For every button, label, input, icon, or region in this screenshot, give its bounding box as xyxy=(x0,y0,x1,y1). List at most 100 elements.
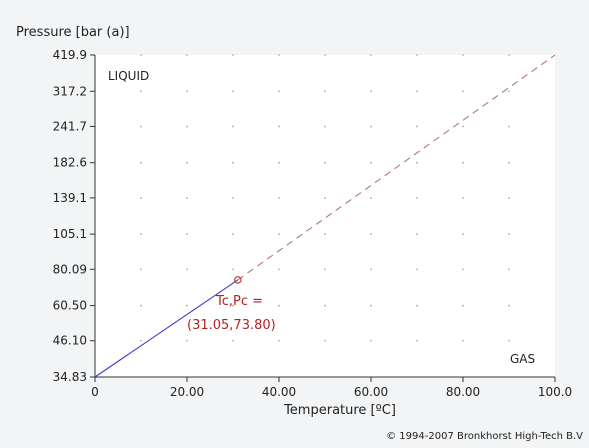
grid-dot xyxy=(278,339,280,342)
grid-dot xyxy=(278,125,280,128)
tick-marks xyxy=(90,54,556,382)
grid-dot xyxy=(232,161,234,164)
grid-dot xyxy=(462,90,464,93)
grid-dot xyxy=(324,161,326,164)
grid-dot xyxy=(416,304,418,307)
grid-dot xyxy=(278,161,280,164)
grid-dot xyxy=(186,304,188,307)
grid-dot xyxy=(232,268,234,271)
grid-dot xyxy=(462,304,464,307)
grid-dot xyxy=(416,268,418,271)
grid-dot xyxy=(416,339,418,342)
y-tick-label: 34.83 xyxy=(53,370,87,384)
grid-dot xyxy=(324,233,326,235)
annotation-critical-label: Tc,Pc = xyxy=(215,294,263,309)
series-line-solid xyxy=(94,279,239,378)
grid-dot xyxy=(370,197,372,199)
copyright-text: © 1994-2007 Bronkhorst High-Tech B.V xyxy=(386,431,583,442)
x-tick-label: 40.00 xyxy=(262,385,296,399)
grid-dot xyxy=(462,125,464,128)
grid-dot xyxy=(186,233,188,235)
grid-dot xyxy=(370,268,372,271)
grid-dot xyxy=(140,90,142,93)
grid-dot xyxy=(186,268,188,271)
x-axis-label: Temperature [ºC] xyxy=(283,403,396,418)
y-tick-label: 60.50 xyxy=(53,299,87,313)
grid-dot xyxy=(508,125,510,128)
annotation-liquid: LIQUID xyxy=(108,69,149,83)
grid-dot xyxy=(232,339,234,342)
y-axis-label: Pressure [bar (a)] xyxy=(16,25,130,40)
tick-labels: 0 20.00 40.00 60.00 80.00 100.0 34.83 46.10 60.5… xyxy=(53,48,573,399)
grid-dot xyxy=(232,233,234,235)
grid-dot xyxy=(462,197,464,199)
x-tick-label: 80.00 xyxy=(446,385,480,399)
grid-dot xyxy=(232,304,234,307)
grid-dot xyxy=(416,125,418,128)
grid-dot xyxy=(186,161,188,164)
annotation-critical-values: (31.05,73.80) xyxy=(187,318,276,333)
grid-dot xyxy=(278,54,280,56)
grid-dot xyxy=(278,304,280,307)
grid-dot xyxy=(324,54,326,56)
grid-dot xyxy=(462,161,464,164)
grid-dot xyxy=(186,197,188,199)
grid-dot xyxy=(324,90,326,93)
grid-dot xyxy=(232,197,234,199)
y-tick-label: 105.1 xyxy=(53,227,87,241)
grid-dot xyxy=(324,339,326,342)
grid-dot xyxy=(324,125,326,128)
grid-dot xyxy=(324,268,326,271)
grid-dot xyxy=(370,161,372,164)
grid-dot xyxy=(370,233,372,235)
grid-dot xyxy=(416,54,418,56)
x-tick-label: 20.00 xyxy=(170,385,204,399)
grid-dot xyxy=(508,161,510,164)
grid-dot xyxy=(232,54,234,56)
y-tick-label: 241.7 xyxy=(53,119,87,133)
grid-dot xyxy=(186,339,188,342)
annotation-gas: GAS xyxy=(510,352,535,366)
grid-dot xyxy=(140,304,142,307)
grid-dot xyxy=(370,54,372,56)
grid-dot xyxy=(416,233,418,235)
critical-point-marker xyxy=(234,276,242,284)
grid-dot xyxy=(140,197,142,199)
series-line-dashed xyxy=(237,54,556,281)
y-tick-label: 317.2 xyxy=(53,84,87,98)
grid-dot xyxy=(140,233,142,235)
grid-dot xyxy=(508,90,510,93)
grid-dot xyxy=(324,304,326,307)
grid-dot xyxy=(508,233,510,235)
grid xyxy=(140,54,510,342)
grid-dot xyxy=(370,339,372,342)
grid-dot xyxy=(462,54,464,56)
grid-dot xyxy=(140,339,142,342)
grid-dot xyxy=(370,304,372,307)
grid-dot xyxy=(278,90,280,93)
series-lines xyxy=(94,54,556,378)
grid-dot xyxy=(462,233,464,235)
grid-dot xyxy=(140,161,142,164)
grid-dot xyxy=(324,197,326,199)
grid-dot xyxy=(140,125,142,128)
grid-dot xyxy=(278,268,280,271)
grid-dot xyxy=(278,233,280,235)
grid-dot xyxy=(508,197,510,199)
grid-dot xyxy=(416,161,418,164)
grid-dot xyxy=(186,125,188,128)
grid-dot xyxy=(416,197,418,199)
grid-dot xyxy=(186,90,188,93)
grid-dot xyxy=(370,90,372,93)
grid-dot xyxy=(186,54,188,56)
grid-dot xyxy=(508,54,510,56)
x-tick-label: 60.00 xyxy=(354,385,388,399)
grid-dot xyxy=(232,125,234,128)
y-tick-label: 182.6 xyxy=(53,156,87,170)
grid-dot xyxy=(416,90,418,93)
y-tick-label: 139.1 xyxy=(53,191,87,205)
grid-dot xyxy=(370,125,372,128)
grid-dot xyxy=(462,268,464,271)
